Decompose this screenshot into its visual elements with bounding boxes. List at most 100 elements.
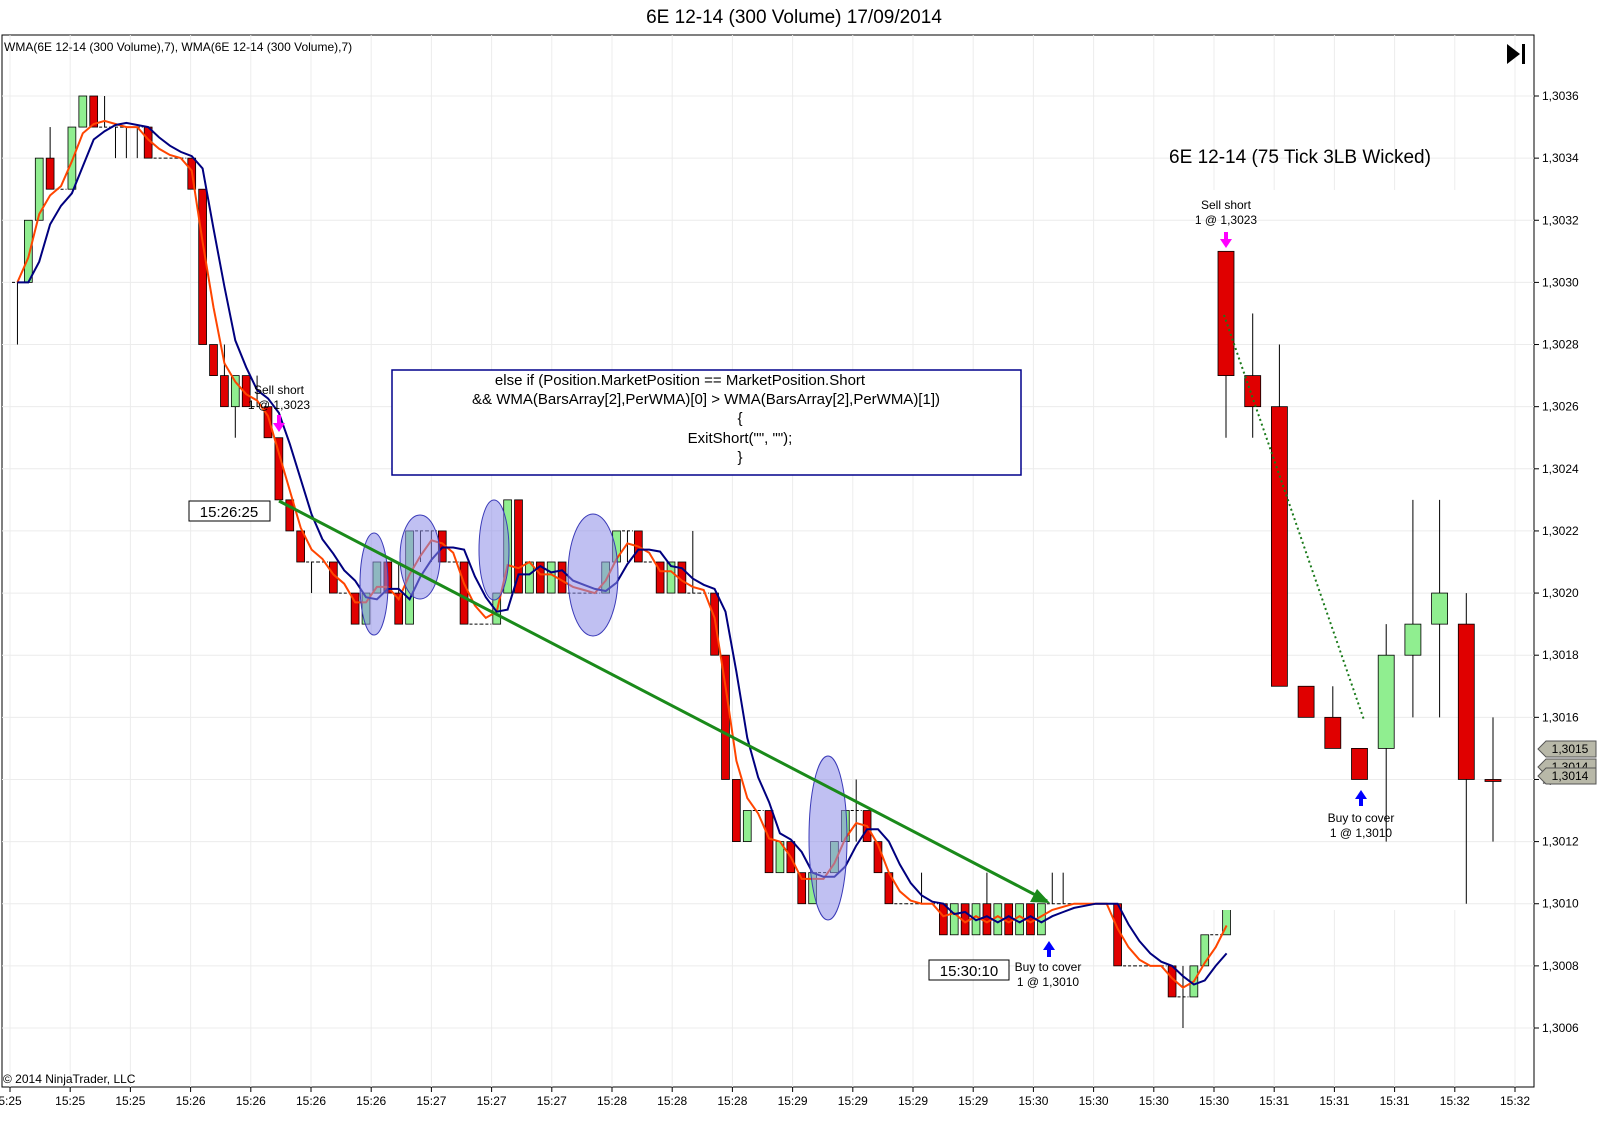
code-line: else if (Position.MarketPosition == Mark…	[495, 372, 866, 389]
candle-body	[89, 95, 99, 128]
skip-to-end-icon[interactable]	[1507, 44, 1525, 64]
candle-body	[67, 126, 77, 190]
code-line: && WMA(BarsArray[2],PerWMA)[0] > WMA(Bar…	[472, 391, 940, 408]
x-tick-label: 15:27	[477, 1094, 507, 1108]
inset-candle-body	[1324, 716, 1342, 749]
candle-body	[514, 499, 523, 594]
candle-body	[78, 95, 88, 128]
candle-body	[993, 903, 1003, 936]
exit-time: 15:30:10	[940, 963, 998, 980]
copyright: © 2014 NinjaTrader, LLC	[3, 1072, 136, 1086]
candle-body	[198, 188, 207, 345]
x-tick-label: 15:28	[657, 1094, 687, 1108]
inset-panel	[1191, 190, 1510, 910]
code-line: ExitShort("", "");	[688, 430, 793, 447]
candle-body	[742, 810, 752, 842]
trade-line	[278, 499, 1048, 903]
inset-candles	[1217, 250, 1502, 904]
candle-body	[230, 375, 240, 408]
y-tick-label: 1,3024	[1542, 462, 1579, 476]
code-line: }	[737, 449, 742, 466]
candle-body	[34, 157, 44, 221]
code-box	[391, 369, 1022, 476]
highlight-ellipse	[478, 499, 510, 601]
candle-body	[525, 561, 534, 594]
candle-body	[797, 872, 807, 905]
y-tick-label: 1,3028	[1542, 338, 1579, 352]
x-tick-label: 15:26	[236, 1094, 266, 1108]
inset-sell-arrow-icon	[1220, 232, 1232, 248]
y-tick-label: 1,3020	[1542, 586, 1579, 600]
inset-candle-body	[1377, 654, 1395, 749]
inset-candle-body	[1404, 623, 1422, 656]
highlight-ellipses	[359, 499, 848, 921]
candle-body	[1037, 903, 1046, 936]
inset-trade-line	[1223, 314, 1365, 721]
x-tick-label: 15:32	[1440, 1094, 1470, 1108]
y-tick-label: 1,3036	[1542, 89, 1579, 103]
highlight-ellipse	[808, 755, 848, 921]
x-tick-label: 15:30	[1079, 1094, 1109, 1108]
x-tick-label: 15:31	[1380, 1094, 1410, 1108]
x-tick-label: 15:29	[778, 1094, 808, 1108]
y-tick-label: 1,3032	[1542, 213, 1579, 227]
inset-candle-body	[1351, 748, 1368, 780]
x-tick-label: 15:29	[958, 1094, 988, 1108]
inset-sell-short-label: Sell short	[1201, 198, 1252, 212]
y-tick-label: 1,3026	[1542, 400, 1579, 414]
candle-body	[949, 903, 959, 936]
x-tick-label: 15:31	[1259, 1094, 1289, 1108]
inset-buy-cover-detail: 1 @ 1,3010	[1330, 826, 1393, 840]
x-tick-label: 15:26	[176, 1094, 206, 1108]
inset-candle-body	[1244, 375, 1262, 408]
x-tick-label: 15:26	[356, 1094, 386, 1108]
candle-body	[1026, 903, 1035, 936]
chart-title: 6E 12-14 (300 Volume) 17/09/2014	[646, 7, 942, 28]
highlight-ellipse	[359, 532, 389, 636]
inset-sell-short-detail: 1 @ 1,3023	[1195, 213, 1258, 227]
y-axis: 1,30061,30081,30101,30121,30141,30161,30…	[1534, 89, 1579, 1035]
candle-body	[1015, 903, 1024, 936]
candle-body	[220, 375, 229, 408]
buy-cover-label: Buy to cover	[1015, 960, 1082, 974]
x-axis: 5:25 15:25 15:25 15:26 15:26 15:26 15:26 15:27 1…	[0, 1087, 1530, 1108]
x-tick-label: 15:27	[416, 1094, 446, 1108]
candle-body	[939, 903, 948, 936]
price-badge: 1,3014	[1552, 769, 1589, 783]
candle-body	[666, 561, 676, 594]
indicator-label: WMA(6E 12-14 (300 Volume),7), WMA(6E 12-…	[4, 40, 352, 54]
candle-body	[459, 561, 469, 625]
code-line: {	[737, 410, 742, 427]
x-tick-label: 15:25	[55, 1094, 85, 1108]
x-tick-label: 15:28	[597, 1094, 627, 1108]
x-tick-label: 15:29	[838, 1094, 868, 1108]
wma-lines	[16, 119, 1228, 989]
highlight-ellipse	[399, 514, 441, 600]
candle-body	[394, 592, 404, 625]
x-tick-label: 5:25	[0, 1094, 22, 1108]
x-tick-label: 15:26	[296, 1094, 326, 1108]
y-tick-label: 1,3012	[1542, 835, 1579, 849]
candle-body	[655, 561, 665, 594]
inset-candle-body	[1457, 623, 1475, 780]
candle-body	[24, 219, 33, 283]
inset-candle-body	[1297, 685, 1315, 718]
inset-candle-body	[1484, 779, 1502, 782]
x-tick-label: 15:25	[115, 1094, 145, 1108]
inset-candle-body	[1271, 406, 1288, 687]
entry-time-box	[188, 500, 271, 522]
candle-body	[209, 344, 218, 376]
trade-line-arrowhead	[1030, 889, 1050, 903]
y-tick-label: 1,3008	[1542, 959, 1579, 973]
inset-buy-cover-label: Buy to cover	[1328, 811, 1395, 825]
y-tick-label: 1,3030	[1542, 275, 1579, 289]
y-tick-label: 1,3010	[1542, 897, 1579, 911]
y-tick-label: 1,3006	[1542, 1021, 1579, 1035]
inset-chart: 6E 12-14 (75 Tick 3LB Wicked) Sell short…	[1169, 147, 1510, 910]
y-tick-label: 1,3034	[1542, 151, 1579, 165]
candle-body	[982, 903, 992, 936]
x-tick-label: 15:27	[537, 1094, 567, 1108]
x-tick-label: 15:30	[1139, 1094, 1169, 1108]
inset-title: 6E 12-14 (75 Tick 3LB Wicked)	[1169, 147, 1431, 168]
